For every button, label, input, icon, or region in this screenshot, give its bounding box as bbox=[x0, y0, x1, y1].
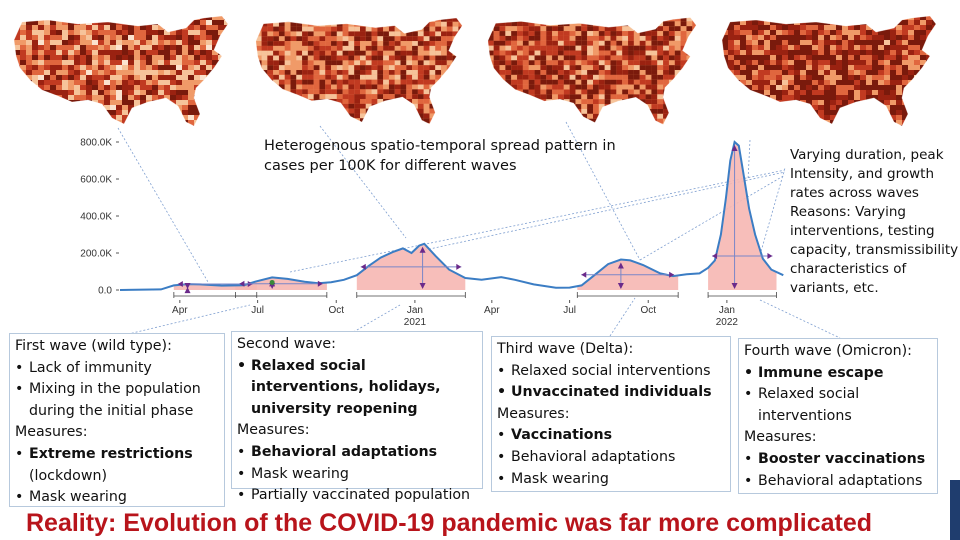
list-item: Extreme restrictions (lockdown) bbox=[15, 444, 219, 487]
arrow-head bbox=[767, 253, 773, 259]
x-tick-label: Jul bbox=[251, 305, 264, 316]
x-tick-year-label: 2022 bbox=[716, 317, 739, 328]
arrow-head bbox=[184, 283, 191, 289]
y-tick-label: 0.0 bbox=[98, 286, 112, 297]
list-item: Partially vaccinated population bbox=[237, 485, 477, 507]
list-item: Behavioral adaptations bbox=[744, 471, 932, 493]
y-tick-label: 600.0K bbox=[80, 175, 112, 186]
list-item: Unvaccinated individuals bbox=[497, 382, 725, 404]
list-item: Relaxed social interventions, holidays, … bbox=[237, 356, 477, 421]
list-item: Mask wearing bbox=[15, 487, 219, 509]
third-wave-box: Third wave (Delta): Relaxed social inter… bbox=[491, 336, 731, 492]
x-tick-label: Oct bbox=[328, 305, 344, 316]
x-tick-label: Jan bbox=[719, 305, 735, 316]
wave-highlight bbox=[708, 142, 777, 290]
list-item: Mask wearing bbox=[497, 469, 725, 491]
list-item: Immune escape bbox=[744, 363, 932, 385]
x-tick-label: Oct bbox=[640, 305, 656, 316]
box-title: Fourth wave (Omicron): bbox=[744, 343, 912, 359]
connector-line bbox=[117, 127, 209, 283]
connector-line bbox=[759, 299, 841, 339]
arrow-head bbox=[617, 283, 624, 289]
connector-line bbox=[759, 167, 786, 256]
us-map-wave-3 bbox=[487, 17, 697, 125]
y-tick-label: 800.0K bbox=[80, 138, 112, 149]
first-wave-box: First wave (wild type): Lack of immunity… bbox=[9, 333, 225, 509]
x-tick-label: Apr bbox=[172, 305, 188, 316]
arrow-head bbox=[317, 280, 323, 287]
arrow-head bbox=[456, 263, 462, 270]
list-item: Behavioral adaptations bbox=[497, 447, 725, 469]
chart-heading: Heterogenous spatio-temporal spread patt… bbox=[264, 138, 616, 174]
connector-line bbox=[319, 125, 407, 239]
corner-accent bbox=[950, 480, 960, 540]
waves-side-note: Varying duration, peak Intensity, and gr… bbox=[790, 147, 959, 296]
connector-line bbox=[639, 174, 786, 261]
list-item: Behavioral adaptations bbox=[237, 442, 477, 464]
list-item: Relaxed social interventions bbox=[497, 361, 725, 383]
x-tick-label: Jul bbox=[563, 305, 576, 316]
arrow-head bbox=[419, 246, 426, 253]
arrow-head bbox=[239, 280, 245, 287]
arrow-head bbox=[712, 253, 718, 259]
us-map-wave-4 bbox=[721, 15, 937, 127]
x-tick-year-label: 2021 bbox=[404, 317, 427, 328]
arrow-head bbox=[731, 145, 738, 151]
arrow-head bbox=[269, 283, 276, 289]
connector-line bbox=[289, 169, 786, 273]
x-tick-label: Jan bbox=[407, 305, 423, 316]
measures-label: Measures: bbox=[744, 429, 817, 446]
list-item: Lack of immunity bbox=[15, 358, 219, 380]
y-tick-label: 400.0K bbox=[80, 212, 112, 223]
measures-label: Measures: bbox=[15, 424, 88, 441]
list-item: Mask wearing bbox=[237, 464, 477, 486]
list-item: Booster vaccinations bbox=[744, 449, 932, 471]
x-tick-label: Apr bbox=[484, 305, 500, 316]
box-title: Third wave (Delta): bbox=[497, 341, 634, 357]
box-title: First wave (wild type): bbox=[15, 338, 172, 354]
arrow-head bbox=[669, 271, 675, 278]
connector-line bbox=[349, 304, 401, 335]
arrow-head bbox=[177, 281, 183, 287]
second-wave-box: Second wave: Relaxed social intervention… bbox=[231, 331, 483, 506]
connector-line bbox=[609, 297, 636, 337]
measures-label: Measures: bbox=[497, 405, 570, 422]
box-title: Second wave: bbox=[237, 336, 336, 352]
arrow-head bbox=[731, 283, 738, 289]
connector-line bbox=[747, 139, 751, 181]
list-item: Vaccinations bbox=[497, 425, 725, 447]
measures-label: Measures: bbox=[237, 422, 310, 439]
us-map-wave-1 bbox=[13, 15, 229, 127]
y-tick-label: 200.0K bbox=[80, 249, 112, 260]
cases-series-line bbox=[119, 140, 784, 291]
us-map-wave-2 bbox=[255, 17, 463, 125]
wave-marker-dot bbox=[269, 279, 275, 285]
arrow-head bbox=[419, 283, 426, 289]
arrow-head bbox=[184, 287, 191, 294]
arrow-head bbox=[581, 271, 587, 278]
list-item: Mixing in the population during the init… bbox=[15, 379, 219, 422]
list-item: Relaxed social interventions bbox=[744, 384, 932, 427]
footer-statement: Reality: Evolution of the COVID-19 pande… bbox=[26, 509, 873, 537]
connector-line bbox=[424, 171, 786, 251]
arrow-head bbox=[360, 263, 366, 270]
fourth-wave-box: Fourth wave (Omicron): Immune escape Rel… bbox=[738, 338, 938, 494]
arrow-head bbox=[617, 262, 624, 269]
